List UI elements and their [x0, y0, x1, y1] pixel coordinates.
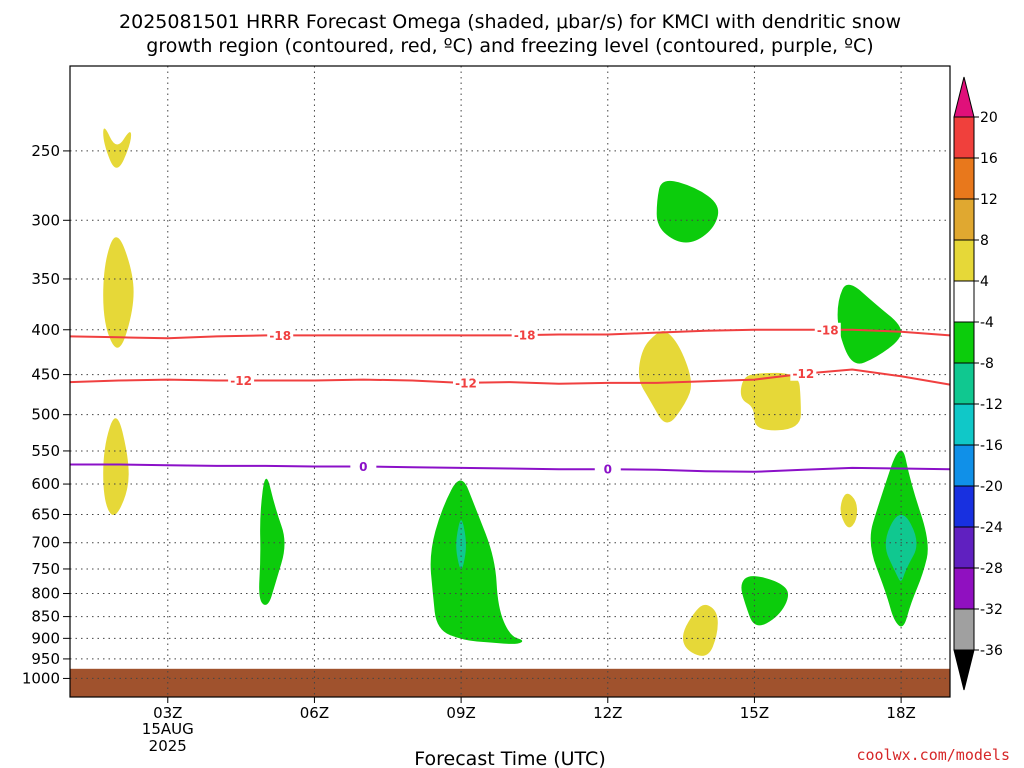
colorbar-swatch-4 [953, 280, 975, 323]
contour-label-bg--18-1 [511, 328, 538, 343]
contour-line-0 [70, 463, 951, 473]
contour-label-bg--12-0 [228, 373, 255, 388]
y-axis-ticks: 250 300 350 400 450 500 550 600 650 700 750 800 850 9… [22, 142, 70, 687]
contour-label-0-0: 0 [359, 460, 367, 474]
colorbar-label--16: -16 [980, 438, 1003, 454]
colorbar-label--4: -4 [980, 315, 994, 331]
contour-line--12 [69, 368, 951, 386]
contour-label--12-2: -12 [792, 367, 814, 381]
colorbar-label-20: 20 [980, 110, 998, 126]
omega-region-4-8-10 [840, 493, 858, 528]
chart-title-line-2: growth region (contoured, red, ºC) and f… [146, 35, 873, 57]
contour-label-bg-0-1 [594, 462, 621, 477]
y-tick-label-1000: 1000 [22, 669, 60, 687]
colorbar-label-8: 8 [980, 233, 989, 249]
contour-label-bg-0-0 [350, 459, 377, 474]
colorbar-label--32: -32 [980, 602, 1003, 618]
colorbar-swatch-12 [953, 608, 975, 651]
colorbar-top-arrow [953, 76, 975, 118]
y-tick-label-550: 550 [31, 442, 60, 460]
colorbar-label--36: -36 [980, 643, 1003, 659]
contour-label-bg--18-2 [814, 322, 841, 337]
omega-region--8-4-3 [259, 478, 285, 605]
colorbar-swatch-7 [953, 403, 975, 446]
x-tick-label-18z: 18Z [886, 704, 915, 722]
colorbar-label--24: -24 [980, 520, 1003, 536]
colorbar-label-16: 16 [980, 151, 998, 167]
y-tick-label-300: 300 [31, 211, 60, 229]
contour-label-bg--18-0 [267, 328, 294, 343]
contour-label-bg--12-1 [453, 375, 479, 390]
contour-label-0-1: 0 [604, 463, 612, 477]
colorbar-bottom-arrow [953, 649, 975, 691]
colorbar-swatch-10 [953, 526, 975, 569]
colorbar-label-12: 12 [980, 192, 998, 208]
contour-label--18-0: -18 [269, 329, 291, 343]
x-tick-label-12z: 12Z [593, 704, 622, 722]
contour-label--18-1: -18 [514, 329, 536, 343]
y-tick-label-400: 400 [31, 321, 60, 339]
colorbar-swatch-3 [953, 239, 975, 282]
omega-region--8-4-9 [837, 284, 902, 364]
omega-region-4-8-8 [740, 372, 801, 431]
colorbar-swatch-0 [953, 116, 975, 159]
omega-region--12-8-12 [885, 514, 917, 581]
y-tick-label-500: 500 [31, 406, 60, 424]
colorbar-swatch-9 [953, 485, 975, 528]
colorbar-swatch-8 [953, 444, 975, 487]
colorbar-swatch-2 [953, 198, 975, 241]
y-tick-label-800: 800 [31, 585, 60, 603]
colorbar-label--20: -20 [980, 479, 1003, 495]
colorbar-label--28: -28 [980, 561, 1003, 577]
y-tick-label-950: 950 [31, 650, 60, 668]
colorbar-label--12: -12 [980, 397, 1003, 413]
x-tick-label-15z: 15Z [740, 704, 769, 722]
colorbar-swatch-6 [953, 362, 975, 405]
omega-region-4-8-7 [638, 331, 692, 423]
y-tick-label-600: 600 [31, 475, 60, 493]
y-tick-label-450: 450 [31, 366, 60, 384]
contour-label--12-0: -12 [230, 374, 252, 388]
y-tick-label-700: 700 [31, 534, 60, 552]
ground-layer [70, 668, 950, 697]
x-tick-label-03z: 03Z [153, 704, 182, 722]
chart-title-line-1: 2025081501 HRRR Forecast Omega (shaded, … [119, 11, 901, 33]
y-tick-label-850: 850 [31, 608, 60, 626]
colorbar-label--8: -8 [980, 356, 994, 372]
contour-line--18 [69, 328, 951, 340]
credit-text[interactable]: coolwx.com/models [856, 746, 1010, 764]
y-tick-label-900: 900 [31, 629, 60, 647]
contour-label--18-2: -18 [817, 323, 839, 337]
contour-label--12-1: -12 [455, 376, 477, 390]
x-tick-sublabel-2025: 2025 [149, 737, 187, 755]
grid-lines [70, 66, 950, 697]
omega-region-4-8-0 [103, 128, 132, 168]
colorbar-legend: 20 16 12 8 4 -4 -8 -12 -16 -20 -24 -28 -32 -36 [953, 76, 1003, 691]
y-tick-label-750: 750 [31, 560, 60, 578]
colorbar-label-4: 4 [980, 274, 989, 290]
omega-region--8-4-6 [656, 180, 719, 243]
omega-region--8-4-13 [741, 576, 789, 626]
y-tick-label-650: 650 [31, 506, 60, 524]
y-tick-label-250: 250 [31, 142, 60, 160]
omega-region--8-4-4 [430, 480, 523, 644]
contour-label-bg--12-2 [790, 366, 817, 381]
omega-region-4-8-2 [103, 418, 129, 516]
omega-region-4-8-14 [682, 604, 718, 656]
omega-shaded-regions [103, 128, 928, 656]
x-tick-sublabel-15aug: 15AUG [142, 720, 194, 738]
colorbar-swatch-11 [953, 567, 975, 610]
ground-fill [70, 668, 950, 697]
y-tick-label-350: 350 [31, 270, 60, 288]
omega-region-4-8-1 [103, 237, 134, 348]
colorbar-swatch-1 [953, 157, 975, 200]
contour-lines: -18 -18 -18 -12 -12 -12 0 0 [69, 322, 951, 477]
colorbar-swatch-5 [953, 321, 975, 364]
plot-frame [69, 65, 951, 698]
x-tick-label-09z: 09Z [446, 704, 475, 722]
x-axis-label: Forecast Time (UTC) [414, 748, 605, 768]
x-tick-label-06z: 06Z [300, 704, 329, 722]
